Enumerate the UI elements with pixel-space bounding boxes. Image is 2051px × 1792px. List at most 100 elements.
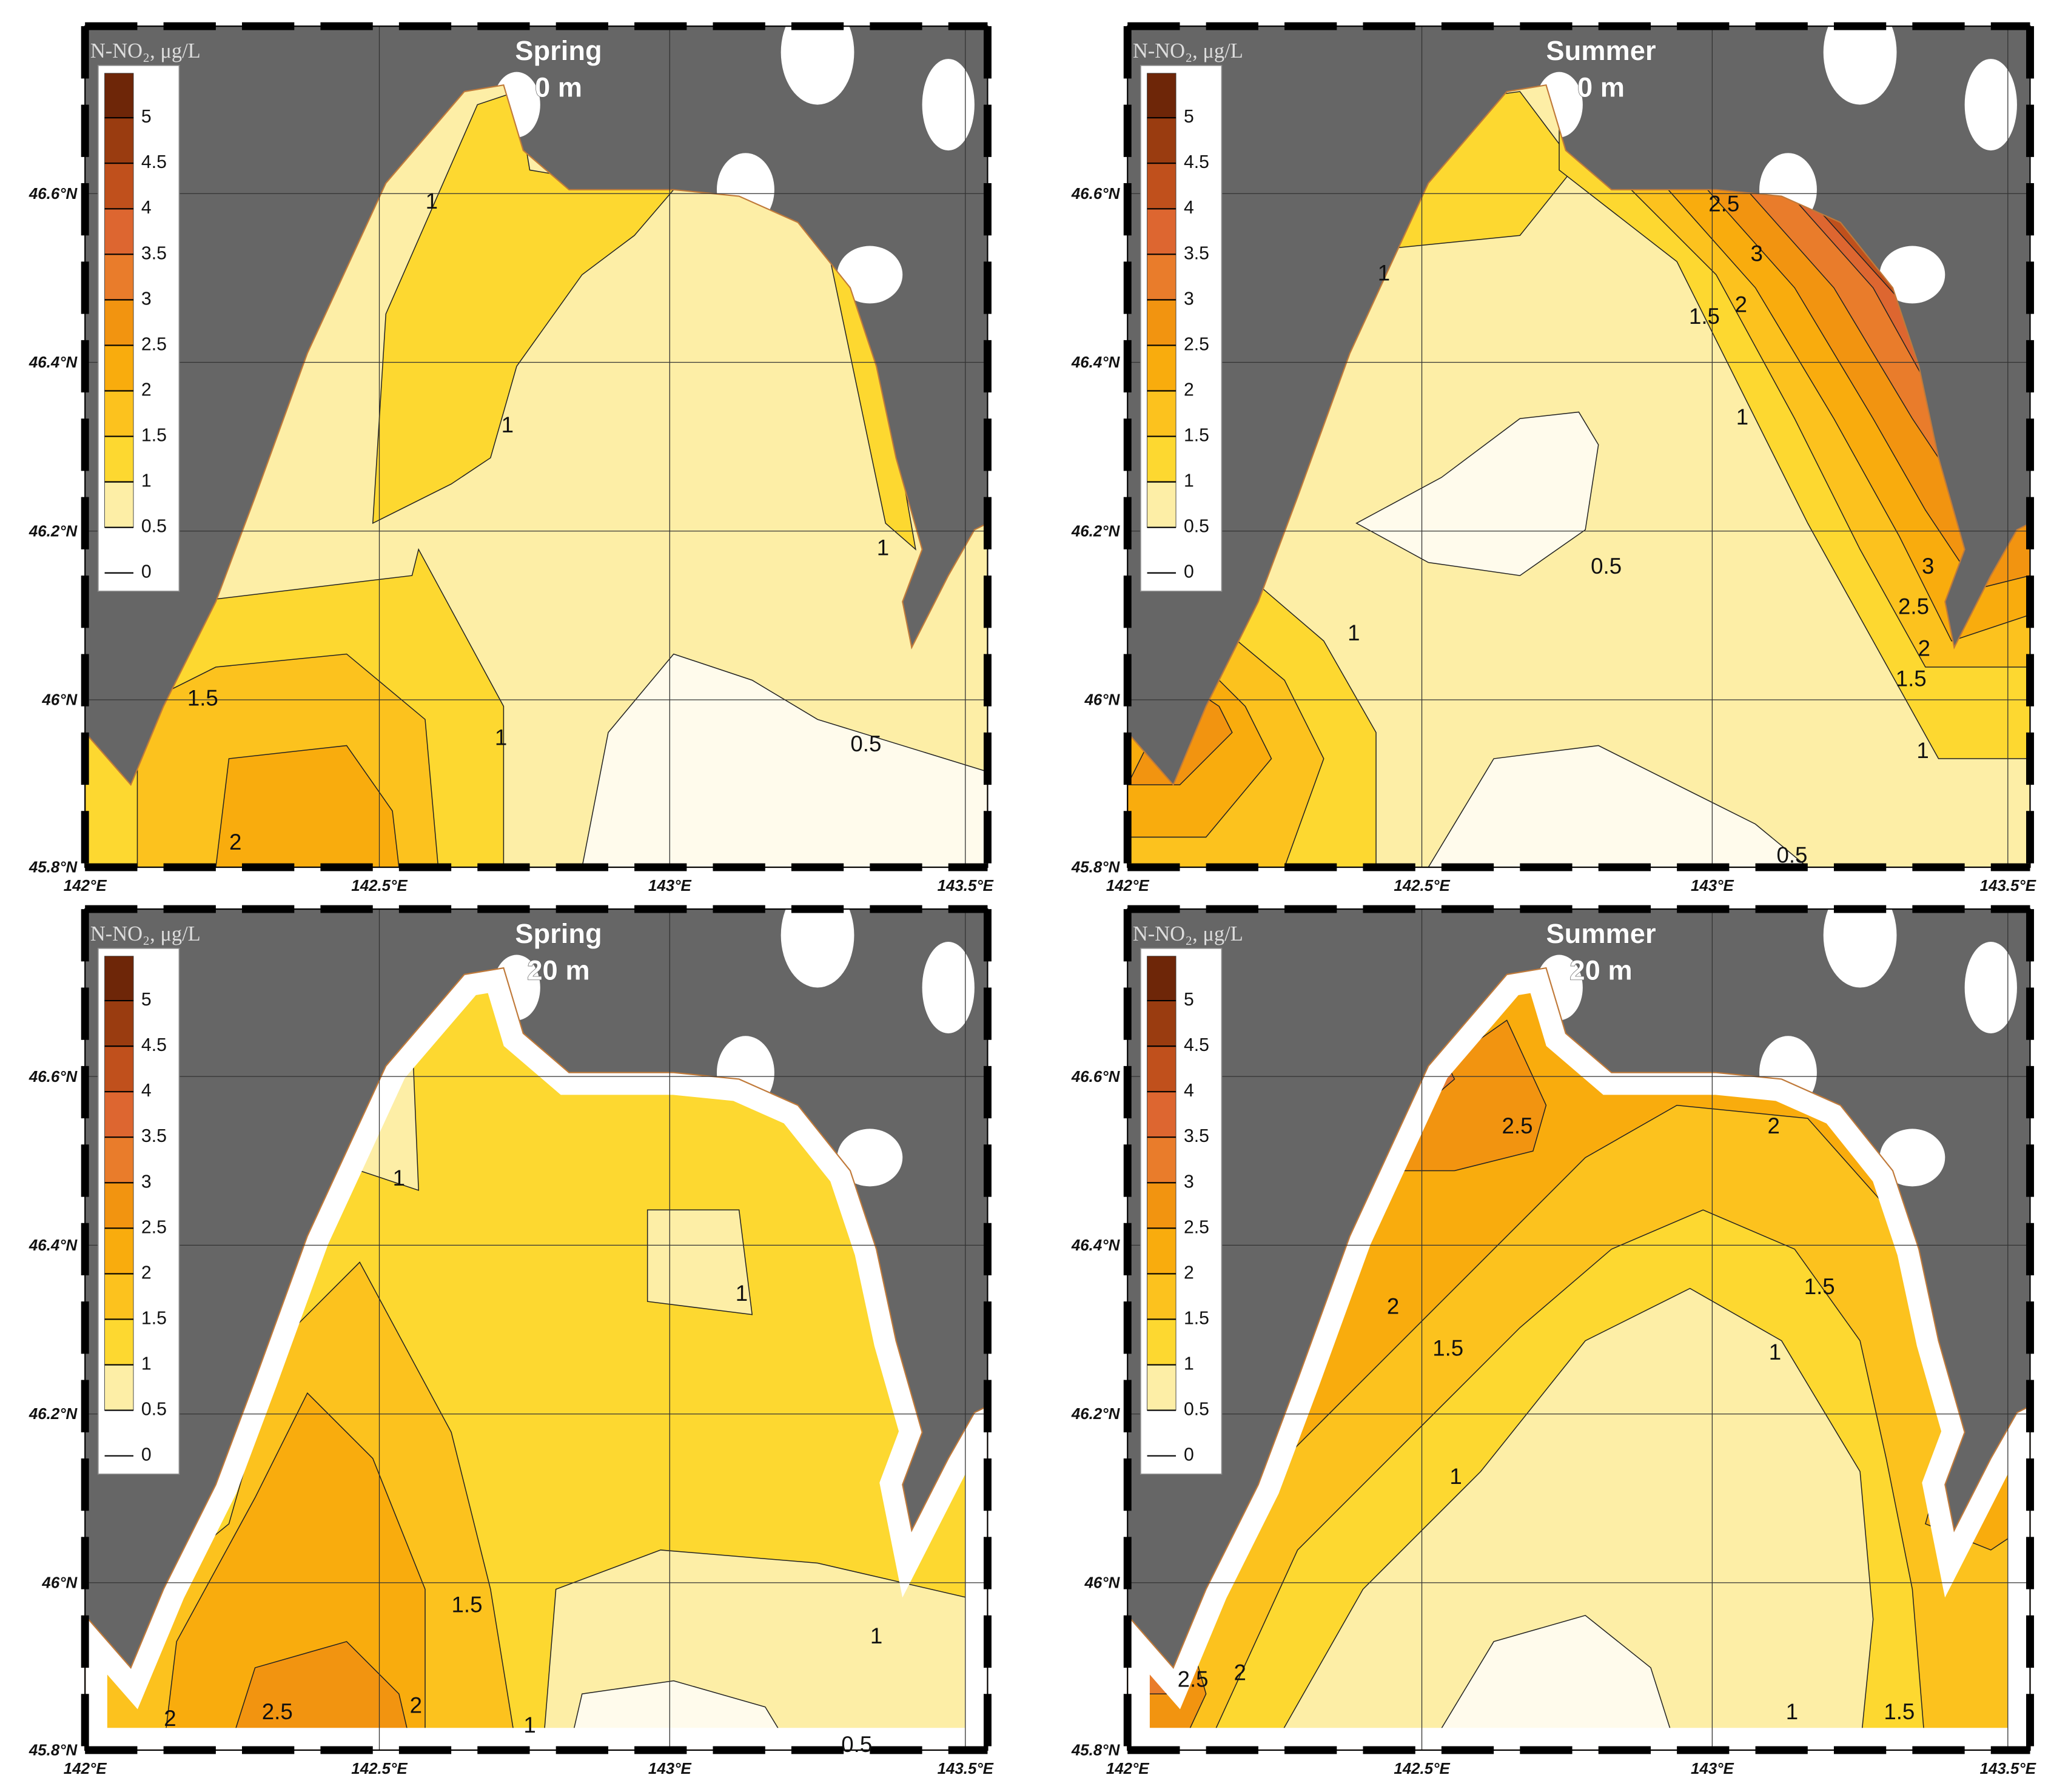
legend-swatch [104,208,134,255]
contour-label: 2 [410,1693,422,1717]
lat-label: 45.8°N [1071,1742,1121,1759]
legend-title: N-NO₂, μg/L [90,39,201,62]
legend-label: 3 [1184,1172,1194,1192]
lat-label: 46°N [1084,1574,1120,1591]
legend-label: 5 [141,990,152,1010]
lat-label: 46°N [41,1574,78,1591]
legend-label: 4.5 [1184,152,1209,172]
legend-label: 1.5 [1184,426,1209,446]
contour-label: 1 [1769,1340,1781,1364]
contour-label: 2.5 [1708,191,1739,216]
lagoon [922,59,975,151]
legend-swatch [1147,299,1177,346]
legend-swatch [104,1045,134,1092]
legend-label: 0.5 [1184,517,1209,537]
lat-label: 45.8°N [29,859,78,876]
legend-swatch [104,956,134,1001]
coastline [1127,84,2031,868]
contour-label: 1 [1786,1699,1798,1724]
lon-label: 143.5°E [1980,878,2036,894]
legend-label: 3 [141,289,152,309]
legend-label: 3 [141,1172,152,1192]
legend-label: 4.5 [141,152,167,172]
legend-label: 2 [141,380,152,400]
legend-swatch [104,1091,134,1138]
lat-label: 46.6°N [1071,186,1121,203]
contour-label: 0.5 [1776,842,1807,867]
legend-swatch [104,1136,134,1183]
contour-label: 1.5 [1896,666,1927,691]
contour-band [228,1641,413,1750]
legend-label: 4 [1184,1081,1194,1101]
legend-label: 2 [1184,1263,1194,1283]
lat-label: 46.6°N [1071,1069,1121,1086]
legend-label: 4.5 [1184,1035,1209,1055]
legend-title: N-NO₂, μg/L [1133,39,1243,62]
legend-swatch [1147,1045,1177,1092]
lon-label: 142°E [1106,878,1150,894]
lagoon [780,882,854,988]
legend-label: 4 [141,198,152,218]
lat-label: 45.8°N [29,1742,78,1759]
legend-swatch [1147,391,1177,437]
contour-label: 2.5 [262,1699,293,1724]
legend-swatch [1147,482,1177,528]
legend-swatch [1147,1364,1177,1411]
contour-label: 0.5 [850,731,881,756]
map-panel: N-NO₂, μg/L 0 0.5 1 1.5 2 2.5 3 3.5 4 4.5 5 Spring 0 … [29,0,994,894]
contour-label: 1 [1736,404,1748,429]
legend-swatch [104,1319,134,1365]
contour-label: 2 [229,830,241,854]
legend-label: 0.5 [1184,1400,1209,1420]
legend-swatch [1147,1091,1177,1138]
lagoon [922,941,975,1033]
contour-label: 1.5 [187,686,218,711]
legend-swatch [104,299,134,346]
lon-label: 142.5°E [351,878,408,894]
legend-label: 5 [141,107,152,127]
contour-label: 1.5 [1689,304,1720,329]
contour-label: 2 [164,1706,176,1731]
panel-season: Summer [1546,918,1656,949]
lagoon [1964,941,2017,1033]
legend-swatch [104,1273,134,1320]
lon-label: 143°E [648,1760,692,1777]
contour-label: 2.5 [1178,1666,1209,1691]
lon-label: 143.5°E [938,1760,994,1777]
legend-swatch [104,1227,134,1274]
legend-title: N-NO₂, μg/L [90,922,201,945]
legend-label: 5 [1184,990,1194,1010]
legend-label: 1.5 [141,426,167,446]
legend-swatch [1147,345,1177,391]
legend-label: 2.5 [141,334,167,354]
lat-label: 46°N [41,692,78,709]
lagoon [1823,0,1897,105]
panel-depth: 20 m [527,955,589,986]
legend-title: N-NO₂, μg/L [1133,922,1243,945]
contour-label: 3 [1922,554,1934,579]
lagoon [1879,246,1945,304]
contour-label: 1.5 [1804,1274,1835,1299]
lagoon [780,0,854,105]
legend-swatch [1147,1182,1177,1229]
legend-label: 2 [1184,380,1194,400]
contour-band [1355,411,1599,576]
contour-label: 1.5 [1884,1699,1915,1724]
legend-label: 1 [141,471,152,491]
map-panel: N-NO₂, μg/L00.511.522.533.544.55Spring20… [29,882,994,1777]
legend-label: 2.5 [141,1217,167,1237]
legend-label: 3.5 [141,243,167,263]
legend-label: 0 [141,1445,152,1465]
lagoon [1964,59,2017,151]
legend-swatch [104,253,134,300]
legend-swatch [1147,1000,1177,1047]
contour-label: 1 [426,189,438,213]
coastline [84,84,989,868]
contour-label: 2 [1768,1113,1780,1138]
legend-label: 3.5 [141,1126,167,1146]
legend-label: 0 [1184,562,1194,582]
legend-label: 0 [141,562,152,582]
lon-label: 142°E [1106,1760,1150,1777]
